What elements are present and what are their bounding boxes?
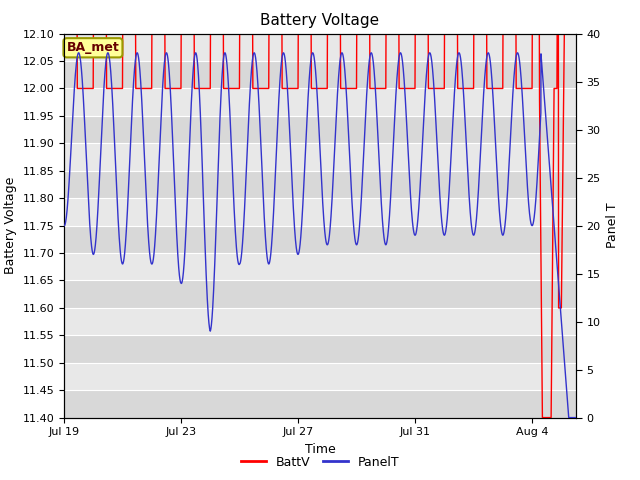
Bar [64, 390, 576, 418]
Y-axis label: Panel T: Panel T [606, 203, 619, 249]
Bar [64, 336, 576, 363]
Bar [64, 144, 576, 171]
Title: Battery Voltage: Battery Voltage [260, 13, 380, 28]
Bar [64, 226, 576, 253]
Legend: BattV, PanelT: BattV, PanelT [236, 451, 404, 474]
Bar [64, 198, 576, 226]
Bar [64, 253, 576, 280]
Bar [64, 116, 576, 144]
Bar [64, 61, 576, 88]
Bar [64, 363, 576, 390]
Text: BA_met: BA_met [67, 41, 119, 54]
Bar [64, 171, 576, 198]
X-axis label: Time: Time [305, 443, 335, 456]
Bar [64, 308, 576, 336]
Y-axis label: Battery Voltage: Battery Voltage [4, 177, 17, 274]
Bar [64, 88, 576, 116]
Bar [64, 34, 576, 61]
Bar [64, 280, 576, 308]
